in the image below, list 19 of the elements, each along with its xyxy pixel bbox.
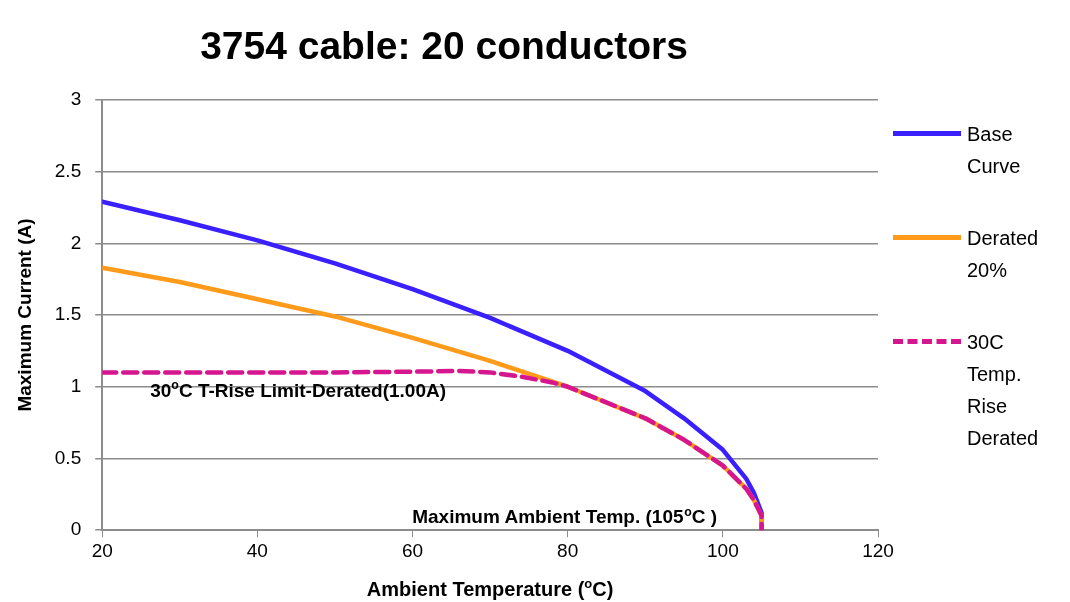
y-tick-label: 1	[70, 374, 82, 396]
y-tick-label: 0.5	[54, 446, 82, 468]
y-tick-label: 1.5	[54, 303, 82, 325]
y-tick-label: 0	[70, 518, 82, 540]
chart-title: 3754 cable: 20 conductors	[200, 24, 688, 68]
legend-label: Base Curve	[967, 122, 1022, 179]
y-axis-title: Maximum Current (A)	[13, 218, 35, 412]
y-tick-label: 3	[70, 88, 82, 110]
x-tick-label: 100	[706, 539, 739, 561]
y-tick-label: 2.5	[54, 159, 82, 181]
y-tick-label: 2	[70, 231, 82, 253]
x-tick-label: 20	[91, 539, 113, 561]
legend-label: 30C Temp. Rise Derated	[967, 330, 1040, 451]
line-series	[102, 368, 764, 531]
x-tick-label: 40	[246, 539, 268, 561]
x-tick-label: 80	[557, 539, 579, 561]
x-tick-label: 120	[862, 539, 894, 561]
legend-label: Derated 20%	[967, 226, 1040, 283]
x-tick-label: 60	[401, 539, 424, 561]
